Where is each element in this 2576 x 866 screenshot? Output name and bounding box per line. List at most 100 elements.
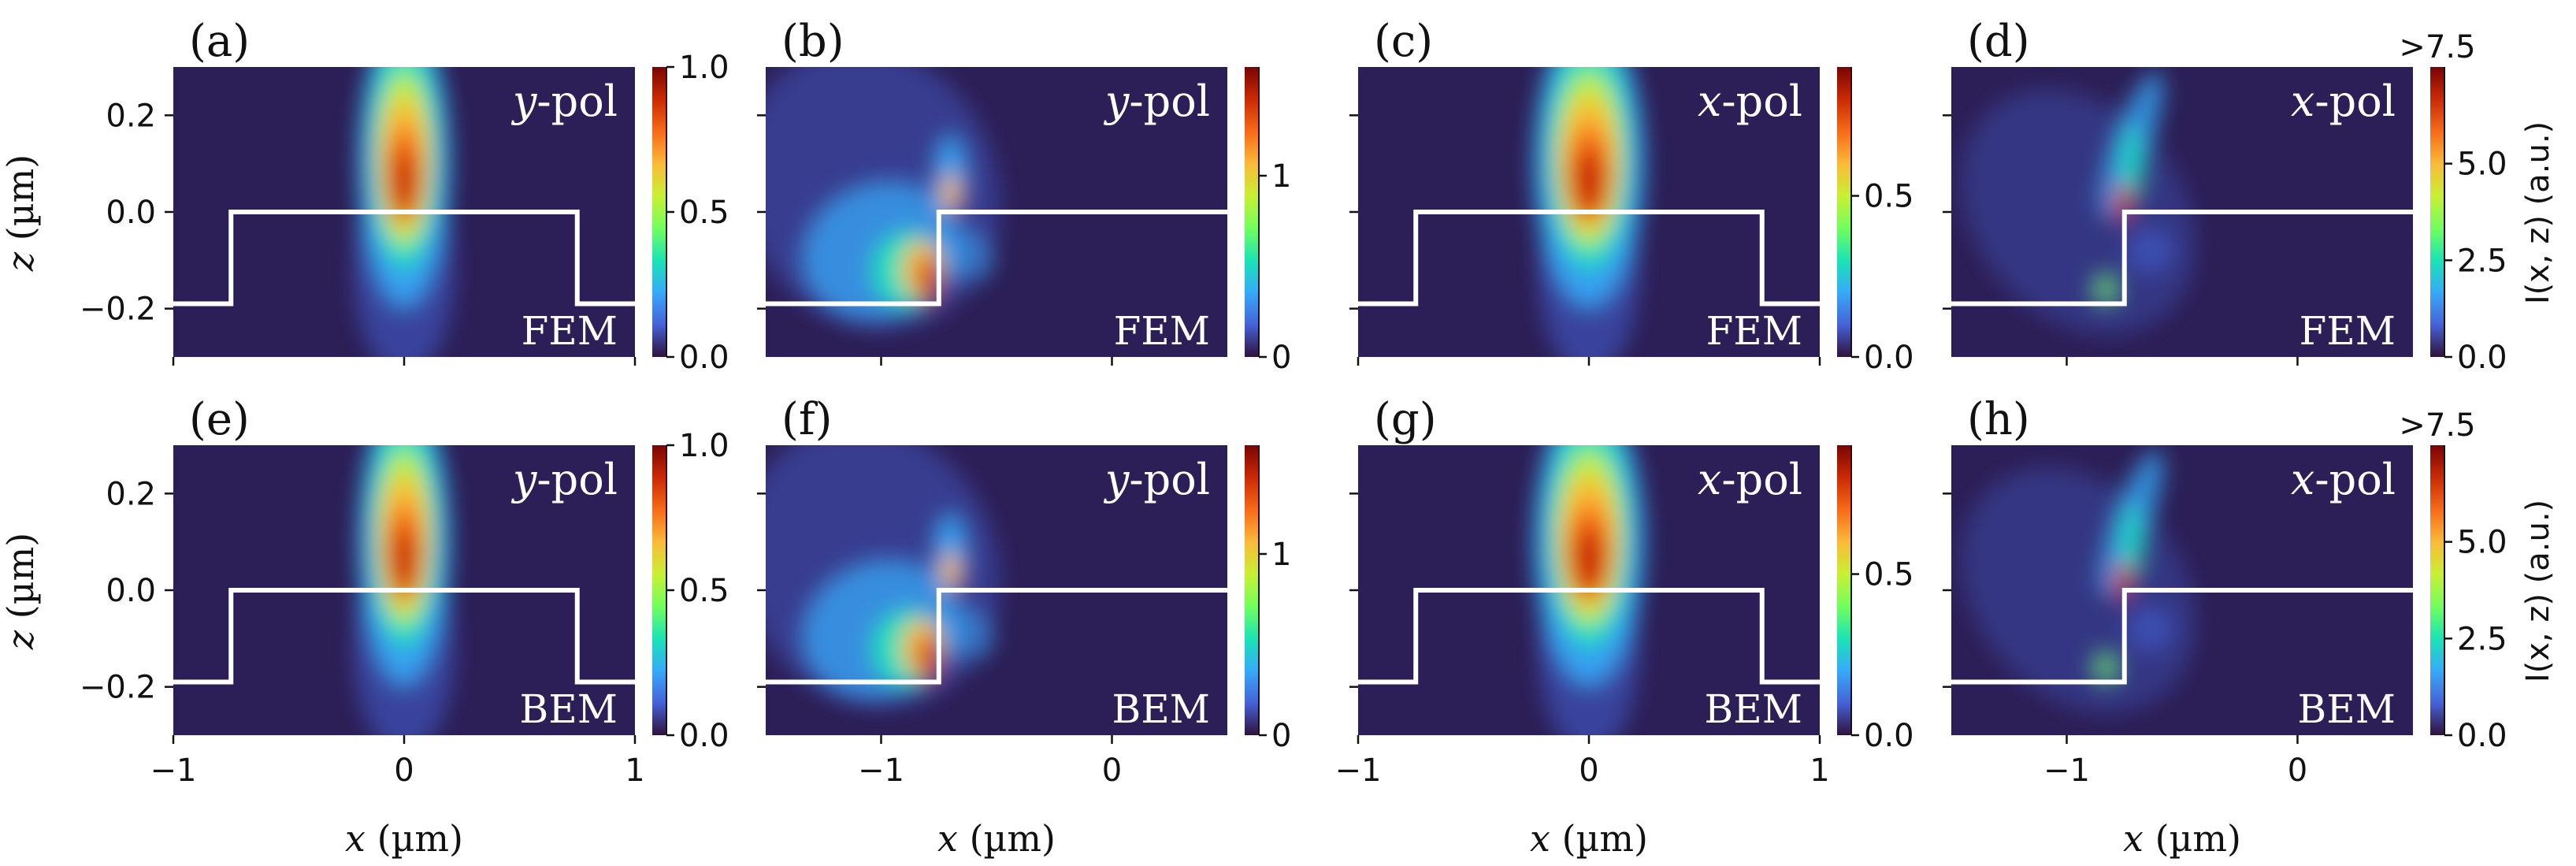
polarization-suffix: -pol (536, 76, 618, 126)
polarization-variable: x (2291, 76, 2314, 126)
polarization-variable: y (511, 455, 538, 504)
method-label: FEM (2299, 308, 2396, 354)
colorbar (1245, 67, 1259, 357)
colorbar-tick-label: 1.0 (679, 428, 729, 464)
panel-label: (c) (1374, 16, 1433, 67)
panel-label: (d) (1967, 16, 2030, 67)
intensity-field (1533, 445, 1645, 735)
polarization-suffix: -pol (2314, 455, 2396, 504)
colorbar (652, 67, 666, 357)
polarization-variable: y (1104, 76, 1130, 126)
colorbar-tick-label: 1.0 (679, 50, 729, 86)
sample-profile-line (1951, 588, 2413, 685)
x-axis-label-1: x (µm) (345, 817, 463, 860)
polarization-label: y-pol (1104, 455, 1210, 504)
polarization-suffix: -pol (1129, 455, 1210, 504)
polarization-variable: x (1698, 455, 1721, 504)
x-axis-label-4: x (µm) (2123, 817, 2241, 860)
x-tick-label: 0 (1102, 753, 1122, 789)
panel-label: (g) (1374, 394, 1437, 445)
colorbar (652, 445, 666, 735)
polarization-suffix: -pol (536, 455, 618, 504)
panel-g: −1 0 1 (g) x-pol BEM 0.0 0.5 (1335, 394, 1914, 789)
method-label: BEM (520, 686, 618, 732)
polarization-suffix: -pol (1721, 455, 1802, 504)
colorbar-tick-label: 0.5 (679, 195, 729, 231)
intensity-field (1533, 67, 1645, 357)
colorbar-tick-label: 0.0 (1864, 718, 1914, 754)
intensity-field (1960, 71, 2196, 336)
x-tick-label: −1 (2043, 753, 2090, 789)
panel-c: (c) x-pol FEM 0.0 0.5 (1349, 16, 1914, 376)
colorbar-tick-label: 0.0 (2457, 340, 2507, 376)
sample-profile-line (1358, 210, 1820, 307)
polarization-label: y-pol (511, 76, 618, 126)
colorbar-tick-label: 2.5 (2457, 243, 2507, 279)
colorbar-tick-label: 0.0 (679, 340, 729, 376)
y-axis-label-top: z (µm) (0, 154, 42, 272)
colorbar (1837, 445, 1851, 735)
sample-profile-line (173, 588, 635, 685)
x-tick-label: 1 (1810, 753, 1829, 789)
polarization-label: y-pol (1104, 76, 1210, 126)
intensity-field (353, 445, 455, 735)
polarization-variable: y (1104, 455, 1130, 504)
x-tick-label: 0 (394, 753, 414, 789)
sample-profile-line (766, 588, 1227, 685)
method-label: BEM (2298, 686, 2396, 732)
colorbar-tick-label: 0.5 (1864, 557, 1914, 593)
colorbar-tick-label: 0.0 (679, 718, 729, 754)
colorbar-tick-label: 1 (1271, 537, 1291, 573)
y-tick-label: 0.2 (106, 98, 156, 134)
polarization-label: x-pol (1698, 76, 1802, 126)
colorbar-tick-label: 1 (1271, 158, 1291, 195)
polarization-suffix: -pol (2314, 76, 2396, 126)
method-label: FEM (522, 308, 618, 354)
colorbar-tick-label: 0 (1271, 340, 1291, 376)
panel-e: −1 0 1 0.2 0.0 −0.2 (e) y-pol BEM 0.0 0.5 1.0 (80, 394, 729, 789)
panel-b: (b) y-pol FEM 0 1 (757, 16, 1291, 376)
colorbar-tick-label: 5.0 (2457, 525, 2507, 561)
intensity-field (353, 67, 455, 357)
x-tick-label: −1 (858, 753, 904, 789)
polarization-variable: x (2291, 455, 2314, 504)
y-tick-label: −0.2 (80, 292, 156, 328)
polarization-suffix: -pol (1721, 76, 1802, 126)
intensity-field (1960, 449, 2196, 714)
panel-label: (h) (1967, 394, 2030, 445)
panel-h: −1 0 (h) x-pol BEM 0.0 2.5 5.0 >7.5 (1943, 394, 2507, 789)
polarization-variable: y (511, 76, 538, 126)
colorbar (1245, 445, 1259, 735)
sample-profile-line (173, 210, 635, 307)
sample-profile-line (1358, 588, 1820, 685)
panel-label: (b) (781, 16, 844, 67)
x-tick-label: 0 (2288, 753, 2307, 789)
polarization-variable: x (1698, 76, 1721, 126)
colorbar-max-label: >7.5 (2399, 29, 2475, 65)
polarization-suffix: -pol (1129, 76, 1210, 126)
colorbar (2430, 67, 2444, 357)
x-tick-label: −1 (150, 753, 197, 789)
x-axis-label-3: x (µm) (1530, 817, 1648, 860)
colorbar (1837, 67, 1851, 357)
colorbar-label-bottom: I(x, z) (a.u.) (2520, 500, 2556, 682)
colorbar-tick-label: 2.5 (2457, 621, 2507, 657)
colorbar (2430, 445, 2444, 735)
intensity-field (766, 445, 1000, 708)
colorbar-tick-label: 0.0 (1864, 340, 1914, 376)
panel-label: (f) (781, 394, 832, 445)
colorbar-tick-label: 5.0 (2457, 147, 2507, 183)
method-label: FEM (1114, 308, 1210, 354)
y-tick-label: 0.2 (106, 476, 156, 512)
polarization-label: y-pol (511, 455, 618, 504)
x-tick-label: 0 (1579, 753, 1598, 789)
polarization-label: x-pol (1698, 455, 1802, 504)
y-tick-label: 0.0 (106, 573, 156, 609)
y-axis-label-bottom: z (µm) (0, 533, 42, 650)
method-label: BEM (1705, 686, 1802, 732)
x-tick-label: 1 (625, 753, 644, 789)
panel-label: (e) (189, 394, 250, 445)
colorbar-max-label: >7.5 (2399, 407, 2475, 444)
y-tick-label: −0.2 (80, 670, 156, 706)
